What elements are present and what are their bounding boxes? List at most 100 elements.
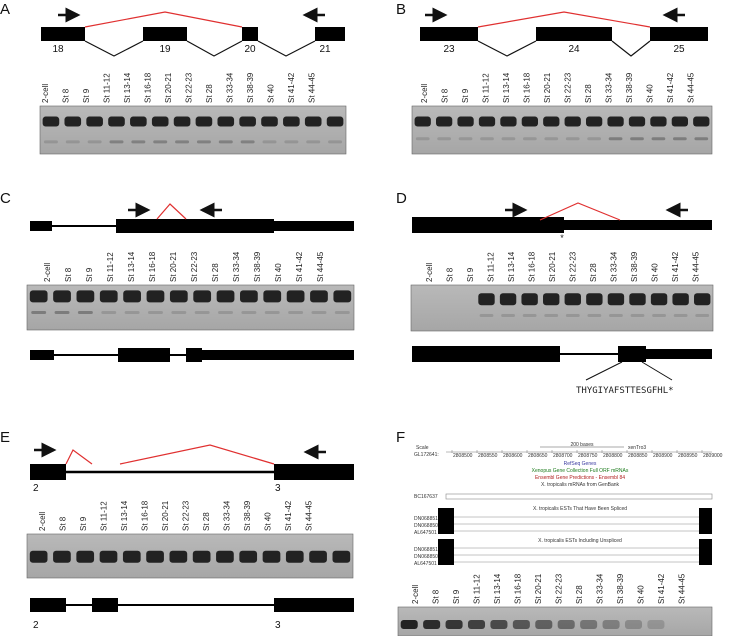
lane-label: St 22-23 bbox=[569, 251, 578, 282]
gel-band bbox=[283, 116, 300, 127]
lane-labels: 2-cell St 8 St 9 St 11-12 St 13-14 St 16-18 St… bbox=[41, 72, 317, 103]
gel-background bbox=[26, 533, 354, 579]
lane-label: St 8 bbox=[432, 589, 441, 604]
exon bbox=[30, 350, 54, 360]
exon-20 bbox=[242, 27, 258, 41]
coordinate-label: 2808950 bbox=[678, 453, 698, 459]
exon-19 bbox=[143, 27, 187, 41]
gel-band bbox=[521, 293, 538, 306]
faint-gel-band bbox=[630, 314, 645, 317]
est-accession: AL647501 bbox=[414, 530, 437, 536]
faint-gel-band bbox=[101, 311, 117, 314]
faint-gel-band bbox=[196, 140, 211, 144]
splice-junction bbox=[186, 40, 243, 57]
lane-label: St 8 bbox=[64, 267, 73, 282]
coordinate-label: 2808500 bbox=[453, 453, 473, 459]
gel-band bbox=[586, 116, 603, 127]
gel-band bbox=[457, 116, 474, 127]
peptide-sequence: THYGIYAFSTTESGFHL* bbox=[576, 386, 674, 396]
gel-background bbox=[411, 105, 713, 155]
callout-line bbox=[585, 361, 623, 381]
lane-label: St 8 bbox=[59, 516, 68, 531]
exon-number: 2 bbox=[33, 620, 39, 631]
gel-band bbox=[400, 620, 418, 630]
gel-image bbox=[410, 284, 714, 332]
lane-label: St 40 bbox=[264, 512, 273, 531]
exon bbox=[186, 348, 202, 362]
track-refseq: RefSeq Genes bbox=[564, 461, 597, 467]
gel-band bbox=[192, 550, 211, 563]
lane-label: St 41-42 bbox=[287, 72, 296, 103]
gel-band bbox=[332, 550, 351, 563]
lane-label: St 13-14 bbox=[127, 251, 136, 282]
alternative-splice-junction bbox=[539, 202, 621, 221]
scale-label: Scale bbox=[416, 445, 429, 451]
gel-band bbox=[304, 116, 322, 127]
gel-band bbox=[195, 116, 213, 127]
lane-label: St 11-12 bbox=[487, 252, 496, 282]
lane-label: St 13-14 bbox=[120, 500, 129, 531]
faint-gel-band bbox=[587, 137, 601, 141]
gel-band bbox=[500, 116, 517, 127]
gel-band bbox=[586, 293, 603, 306]
lane-label: St 44-45 bbox=[308, 72, 317, 103]
panel-d-label: D bbox=[396, 190, 407, 207]
gel-band bbox=[309, 550, 327, 563]
faint-gel-band bbox=[264, 311, 280, 314]
lane-label: St 20-21 bbox=[169, 251, 178, 282]
faint-gel-band bbox=[458, 137, 473, 141]
lane-label: St 16-18 bbox=[141, 500, 150, 531]
lane-label: St 41-42 bbox=[284, 500, 293, 531]
faint-gel-band bbox=[241, 311, 257, 314]
exon bbox=[412, 217, 564, 233]
gel-band bbox=[262, 550, 281, 563]
gel-band bbox=[240, 290, 258, 303]
gel-background bbox=[410, 284, 714, 332]
faint-gel-band bbox=[415, 137, 430, 141]
faint-gel-band bbox=[587, 314, 602, 317]
gel-band bbox=[146, 290, 165, 303]
exon-18 bbox=[41, 27, 85, 41]
lane-label: St 28 bbox=[211, 263, 220, 282]
gel-band bbox=[99, 550, 118, 563]
faint-gel-band bbox=[652, 314, 666, 317]
scaffold-label: GL172641: bbox=[414, 452, 439, 458]
coordinate-label: 2808750 bbox=[578, 453, 598, 459]
gel-band bbox=[285, 550, 304, 563]
faint-gel-band bbox=[695, 314, 710, 317]
faint-gel-band bbox=[334, 311, 350, 314]
gel-band bbox=[499, 293, 517, 306]
gel-band bbox=[29, 290, 48, 303]
track-genbank: X. tropicalis mRNAs from GenBank bbox=[541, 482, 620, 488]
lane-label: St 13-14 bbox=[493, 573, 502, 604]
exon-2 bbox=[30, 598, 66, 612]
coordinate-label: 2809000 bbox=[703, 453, 723, 459]
lane-label: St 41-42 bbox=[295, 251, 304, 282]
faint-gel-band bbox=[565, 137, 580, 141]
lane-label: St 22-23 bbox=[555, 573, 564, 604]
coordinate-label: 2808900 bbox=[653, 453, 673, 459]
lane-label: St 22-23 bbox=[185, 72, 194, 103]
faint-gel-band bbox=[175, 140, 190, 144]
lane-labels: 2-cell St 8 St 9 St 11-12 St 13-14 St 16-18 St… bbox=[411, 573, 687, 604]
assembly-label: xenTro3 bbox=[628, 445, 646, 451]
gel-band bbox=[169, 550, 188, 563]
lane-label: St 40 bbox=[646, 84, 655, 103]
gel-band bbox=[53, 290, 71, 303]
lane-label: St 9 bbox=[452, 589, 461, 604]
lane-labels: 2-cell St 8 St 9 St 11-12 St 13-14 St 16-18 St… bbox=[425, 251, 701, 282]
track-spliced-ests: X. tropicalis ESTs That Have Been Splice… bbox=[533, 506, 627, 512]
lane-label: 2-cell bbox=[41, 84, 50, 103]
lane-label: St 22-23 bbox=[182, 500, 191, 531]
scale-value: 200 bases bbox=[570, 442, 594, 448]
exon-number: 19 bbox=[159, 44, 171, 55]
gel-band bbox=[108, 116, 125, 127]
lane-label: St 13-14 bbox=[507, 251, 516, 282]
exon-number: 20 bbox=[244, 44, 256, 55]
lane-label: 2-cell bbox=[38, 512, 47, 531]
alternative-splice-junction bbox=[119, 444, 275, 465]
splice-junction bbox=[257, 40, 316, 57]
lane-label: St 28 bbox=[589, 263, 598, 282]
lane-label: St 20-21 bbox=[161, 500, 170, 531]
